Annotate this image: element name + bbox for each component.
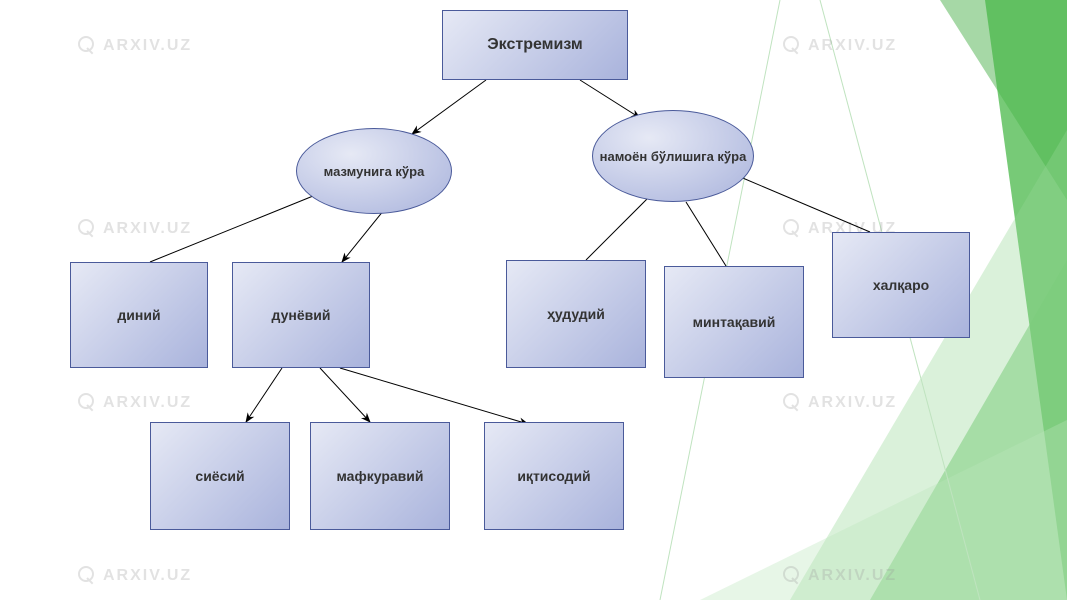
magnifier-icon [780,218,802,240]
node-label: халқаро [873,277,929,293]
node-label: иқтисодий [517,468,590,484]
watermark: ARXIV.UZ [75,35,192,57]
node-label: мафкуравий [337,468,424,484]
watermark-text: ARXIV.UZ [103,37,192,55]
node-siyosiy: сиёсий [150,422,290,530]
node-label: дунёвий [272,307,331,323]
node-label: намоён бўлишига кўра [600,149,747,164]
magnifier-icon [780,35,802,57]
watermark: ARXIV.UZ [75,218,192,240]
node-mazmun: мазмунига кўра [296,128,452,214]
edge-mazmun-diniy [150,194,318,262]
edge-root-namoyon [580,80,640,118]
watermark-text: ARXIV.UZ [808,394,897,412]
edge-mazmun-dunyoviy [342,210,384,262]
watermark-text: ARXIV.UZ [808,37,897,55]
node-label: Экстремизм [487,36,582,54]
node-label: диний [117,307,160,323]
magnifier-icon [75,218,97,240]
node-dunyoviy: дунёвий [232,262,370,368]
node-mintaqa: минтақавий [664,266,804,378]
watermark: ARXIV.UZ [75,392,192,414]
node-root: Экстремизм [442,10,628,80]
edge-dunyoviy-siyosiy [246,368,282,422]
node-hududiy: ҳудудий [506,260,646,368]
edge-namoyon-mintaqa [686,202,726,266]
watermark-text: ARXIV.UZ [808,567,897,585]
node-label: мазмунига кўра [324,164,425,179]
watermark-text: ARXIV.UZ [103,567,192,585]
node-label: минтақавий [693,314,776,330]
magnifier-icon [75,392,97,414]
edge-root-mazmun [412,80,486,134]
watermark: ARXIV.UZ [780,565,897,587]
node-namoyon: намоён бўлишига кўра [592,110,754,202]
node-diniy: диний [70,262,208,368]
node-iqtisod: иқтисодий [484,422,624,530]
magnifier-icon [75,35,97,57]
magnifier-icon [780,392,802,414]
magnifier-icon [75,565,97,587]
edge-dunyoviy-mafkura [320,368,370,422]
node-mafkura: мафкуравий [310,422,450,530]
node-label: сиёсий [195,468,244,484]
slide-canvas: ARXIV.UZ ARXIV.UZ ARXIV.UZ ARXIV.UZ ARXIV.UZ… [0,0,1067,600]
edge-namoyon-hududiy [586,198,648,260]
node-label: ҳудудий [547,306,605,322]
magnifier-icon [780,565,802,587]
watermark-text: ARXIV.UZ [103,220,192,238]
watermark: ARXIV.UZ [75,565,192,587]
edge-dunyoviy-iqtisod [340,368,528,424]
node-xalqaro: халқаро [832,232,970,338]
watermark: ARXIV.UZ [780,35,897,57]
edge-namoyon-xalqaro [738,176,870,232]
watermark: ARXIV.UZ [780,392,897,414]
watermark-text: ARXIV.UZ [103,394,192,412]
